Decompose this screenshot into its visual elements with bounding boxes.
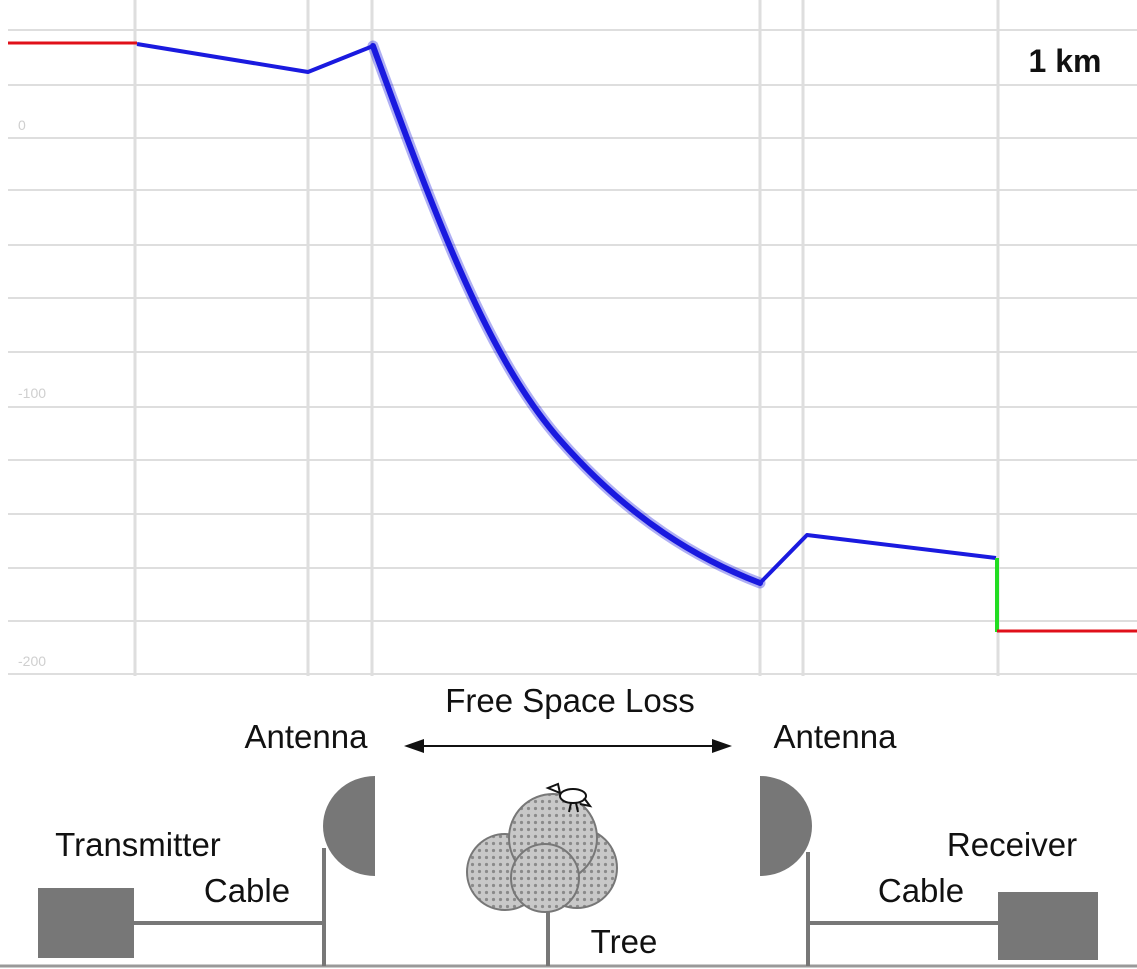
axis-tick-minus-200: -200 <box>18 653 46 669</box>
free-space-loss-curve-blur <box>367 40 766 589</box>
grid <box>8 0 1137 676</box>
double-arrow-icon <box>404 739 732 753</box>
transmitter-box-icon <box>38 888 134 958</box>
cable-right-label: Cable <box>878 872 964 909</box>
cable-left-label: Cable <box>204 872 290 909</box>
axis-tick-0: 0 <box>18 117 26 133</box>
transmitter-label: Transmitter <box>55 826 221 863</box>
tree-label: Tree <box>591 923 658 960</box>
dish-antenna-icon-left <box>323 776 375 876</box>
distance-label: 1 km <box>1029 43 1102 79</box>
grid-vertical-lines <box>133 0 1000 676</box>
equipment-diagram: Free Space Loss Antenna Antenna Transmit… <box>0 682 1137 968</box>
antenna-right-label: Antenna <box>774 718 898 755</box>
antenna-left-label: Antenna <box>245 718 369 755</box>
tree-icon <box>466 793 618 966</box>
free-space-loss-label: Free Space Loss <box>445 682 694 719</box>
dish-antenna-icon-right <box>760 776 812 876</box>
free-space-loss-curve <box>370 43 763 586</box>
signal-level-trace <box>8 40 1137 633</box>
axis-tick-minus-100: -100 <box>18 385 46 401</box>
signal-path-tx-side <box>136 42 374 74</box>
signal-path-rx-side <box>758 533 997 585</box>
receiver-label: Receiver <box>947 826 1077 863</box>
grid-horizontal-lines <box>8 29 1137 675</box>
receiver-box-icon <box>998 892 1098 960</box>
bird-icon <box>545 782 593 813</box>
